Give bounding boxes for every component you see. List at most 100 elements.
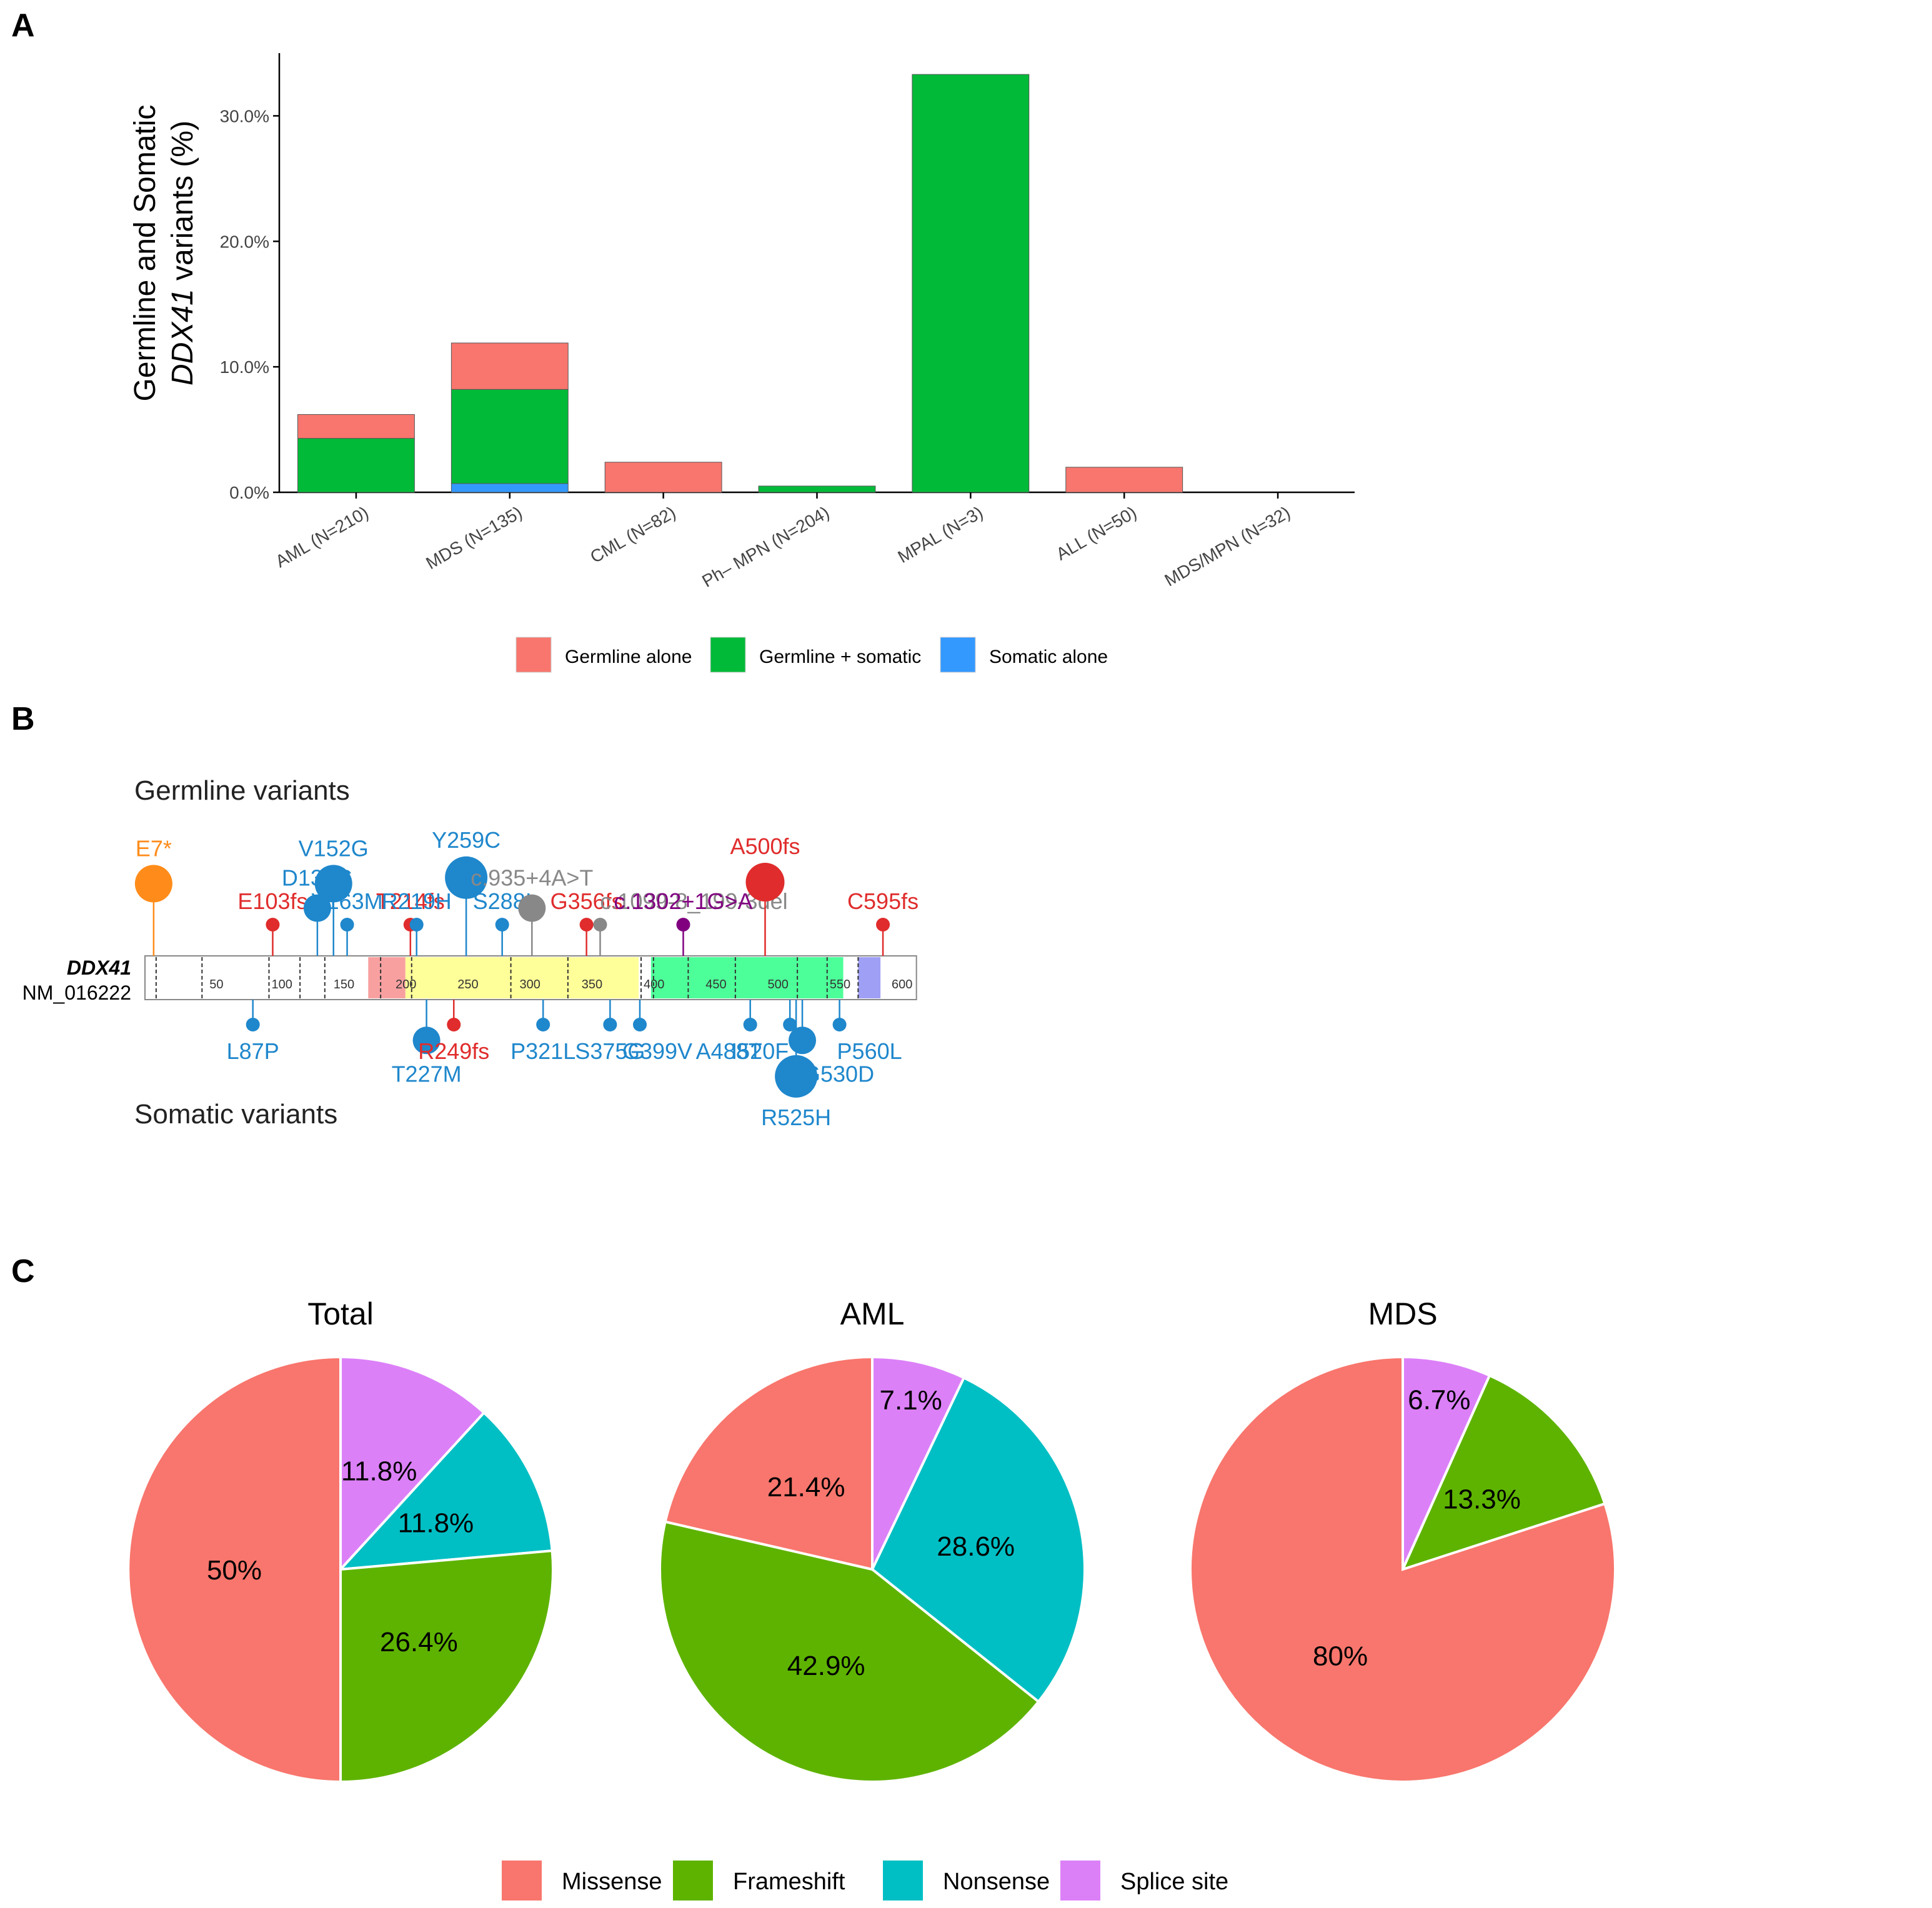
somatic-variant-label: T227M xyxy=(392,1061,462,1086)
pie-slice-label: 26.4% xyxy=(380,1627,458,1657)
x-tick-label: Ph– MPN (N=204) xyxy=(699,502,832,591)
pie-slice-label: 11.8% xyxy=(341,1456,417,1487)
protein-domain xyxy=(405,957,639,998)
pie-legend-label: Frameshift xyxy=(733,1869,845,1895)
pie-slice-label: 21.4% xyxy=(767,1472,845,1503)
bar-segment xyxy=(451,389,569,484)
pie-slice xyxy=(1189,1355,1617,1783)
legend-label: Germline + somatic xyxy=(759,647,921,667)
germline-title: Germline variants xyxy=(134,775,350,806)
bar-ylabel-line2: DDX41 variants (%) xyxy=(166,121,199,385)
germline-variant-label: R219H xyxy=(382,888,452,914)
germline-variant-label: E7* xyxy=(136,835,172,861)
axis-tick-label: 350 xyxy=(582,978,602,991)
axis-tick-label: 600 xyxy=(892,978,912,991)
somatic-variant-label: L87P xyxy=(227,1038,279,1064)
pie-title: MDS xyxy=(1368,1296,1437,1331)
axis-tick-label: 450 xyxy=(705,978,726,991)
bar-segment xyxy=(1065,467,1183,493)
y-tick-label: 0.0% xyxy=(229,483,269,502)
bar-ylabel-gene: DDX41 xyxy=(166,289,199,385)
pie-charts: Total 11.8% 11.8% 26.4% 50% AML 7.1% 28.6% 42.9%… xyxy=(127,1296,1617,1784)
transcript-id: NM_016222 xyxy=(22,981,131,1004)
pie-slice xyxy=(659,1520,1040,1783)
germline-variant-label: C595fs xyxy=(847,888,919,914)
x-tick-label: MDS (N=135) xyxy=(422,502,525,573)
axis-tick-label: 250 xyxy=(457,978,478,991)
somatic-variant-head xyxy=(412,1026,441,1055)
legend-swatch xyxy=(515,637,552,673)
somatic-variant-head xyxy=(775,1055,818,1098)
pie-slice-label: 80% xyxy=(1313,1641,1368,1672)
germline-variant-head xyxy=(266,918,280,932)
x-tick-label: ALL (N=50) xyxy=(1053,502,1140,564)
pie-slice-label: 50% xyxy=(207,1555,262,1586)
legend-label: Somatic alone xyxy=(989,647,1108,667)
somatic-variant-head xyxy=(743,1018,757,1031)
germline-variant-label: V163M xyxy=(312,888,383,914)
germline-variant-head xyxy=(445,856,488,899)
germline-variant-head xyxy=(314,865,352,903)
germline-variant-label: E103fs xyxy=(237,888,307,914)
pie-slice-label: 42.9% xyxy=(787,1651,865,1681)
pie-slice xyxy=(337,1411,554,1571)
pie-legend-swatch xyxy=(673,1861,713,1901)
pie-title: AML xyxy=(840,1296,905,1331)
bar-segment xyxy=(451,483,569,493)
axis-tick-label: 550 xyxy=(830,978,850,991)
y-tick-label: 30.0% xyxy=(220,106,269,126)
bar-segment xyxy=(912,74,1030,493)
pie-legend: Missense Frameshift Nonsense Splice site xyxy=(502,1861,1228,1901)
y-tick-label: 20.0% xyxy=(220,232,269,251)
pie-slice xyxy=(870,1376,1087,1704)
x-tick-label: AML (N=210) xyxy=(272,502,371,571)
somatic-variant-label: P560L xyxy=(837,1038,902,1064)
protein-domain xyxy=(368,957,406,998)
germline-variant-head xyxy=(745,863,785,902)
x-tick-label: MPAL (N=3) xyxy=(894,502,986,567)
somatic-title: Somatic variants xyxy=(134,1099,337,1130)
germline-variant-label: c.935+4A>T xyxy=(471,865,593,891)
lollipop-plot: Germline variants Somatic variants DDX41… xyxy=(22,775,919,1130)
somatic-variant-head xyxy=(832,1018,847,1031)
somatic-variant-label: R249fs xyxy=(418,1038,489,1064)
somatic-variant-label: G530D xyxy=(803,1061,874,1086)
germline-variant-label: G356fs xyxy=(550,888,623,914)
pie-legend-swatch xyxy=(502,1861,542,1901)
panel-label-a: A xyxy=(11,7,35,44)
germline-variant-head xyxy=(340,918,354,932)
somatic-variant-head xyxy=(633,1018,647,1031)
somatic-variant-label: S375G xyxy=(575,1038,645,1064)
bar-segment xyxy=(297,414,415,439)
gene-name: DDX41 xyxy=(67,956,131,979)
axis-tick-label: 500 xyxy=(768,978,789,991)
pie-slice-label: 13.3% xyxy=(1443,1484,1521,1514)
somatic-variant-head xyxy=(246,1018,260,1031)
pie-slice-label: 6.7% xyxy=(1408,1384,1470,1415)
germline-variant-head xyxy=(303,894,331,922)
pie-slice xyxy=(871,1355,966,1570)
protein-domain xyxy=(650,957,844,998)
pie-legend-label: Splice site xyxy=(1120,1869,1228,1895)
x-tick-label: MDS/MPN (N=32) xyxy=(1162,502,1294,590)
x-tick-label: CML (N=82) xyxy=(587,502,679,567)
germline-variant-head xyxy=(409,918,424,932)
germline-variant-label: T214fs xyxy=(376,888,445,914)
somatic-variant-label: G399V xyxy=(622,1038,692,1064)
germline-variant-label: Y259C xyxy=(432,827,500,853)
legend-swatch xyxy=(710,637,746,673)
pie-slice xyxy=(127,1355,342,1784)
y-tick-label: 10.0% xyxy=(220,357,269,377)
protein-domain xyxy=(858,957,881,998)
pie-legend-swatch xyxy=(1060,1861,1100,1901)
panel-label-b: B xyxy=(11,701,35,737)
axis-tick-label: 300 xyxy=(520,978,540,991)
germline-variant-head xyxy=(518,894,546,922)
somatic-variant-label: P321L xyxy=(510,1038,575,1064)
pie-legend-label: Nonsense xyxy=(943,1869,1050,1895)
axis-tick-label: 200 xyxy=(396,978,416,991)
legend-label: Germline alone xyxy=(565,647,692,667)
pie-slice xyxy=(1400,1374,1606,1572)
germline-variant-head xyxy=(495,918,509,932)
